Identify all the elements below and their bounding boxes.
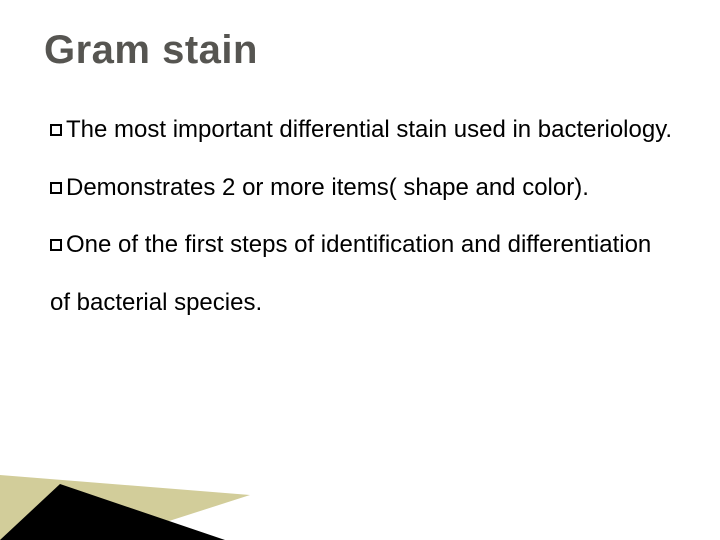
bullet-square-icon <box>50 239 62 251</box>
bullet-square-icon <box>50 182 62 194</box>
bullet-rest: of the first steps of identification and… <box>50 231 651 316</box>
bullet-lead: One <box>66 231 111 258</box>
accent-tri-dark <box>0 484 225 540</box>
slide-body: The most important differential stain us… <box>44 101 676 331</box>
bullet-item: One of the first steps of identification… <box>50 216 676 331</box>
bullet-rest: most important differential stain used i… <box>107 116 672 143</box>
slide: Gram stain The most important differenti… <box>0 0 720 540</box>
corner-accent-icon <box>0 450 280 540</box>
bullet-item: The most important differential stain us… <box>50 101 676 159</box>
bullet-item: Demonstrates 2 or more items( shape and … <box>50 159 676 217</box>
bullet-square-icon <box>50 124 62 136</box>
bullet-lead: Demonstrates <box>66 174 215 201</box>
accent-tri-light <box>0 475 250 540</box>
bullet-rest: 2 or more items( shape and color). <box>215 174 589 201</box>
slide-title: Gram stain <box>44 28 676 73</box>
bullet-lead: The <box>66 116 107 143</box>
